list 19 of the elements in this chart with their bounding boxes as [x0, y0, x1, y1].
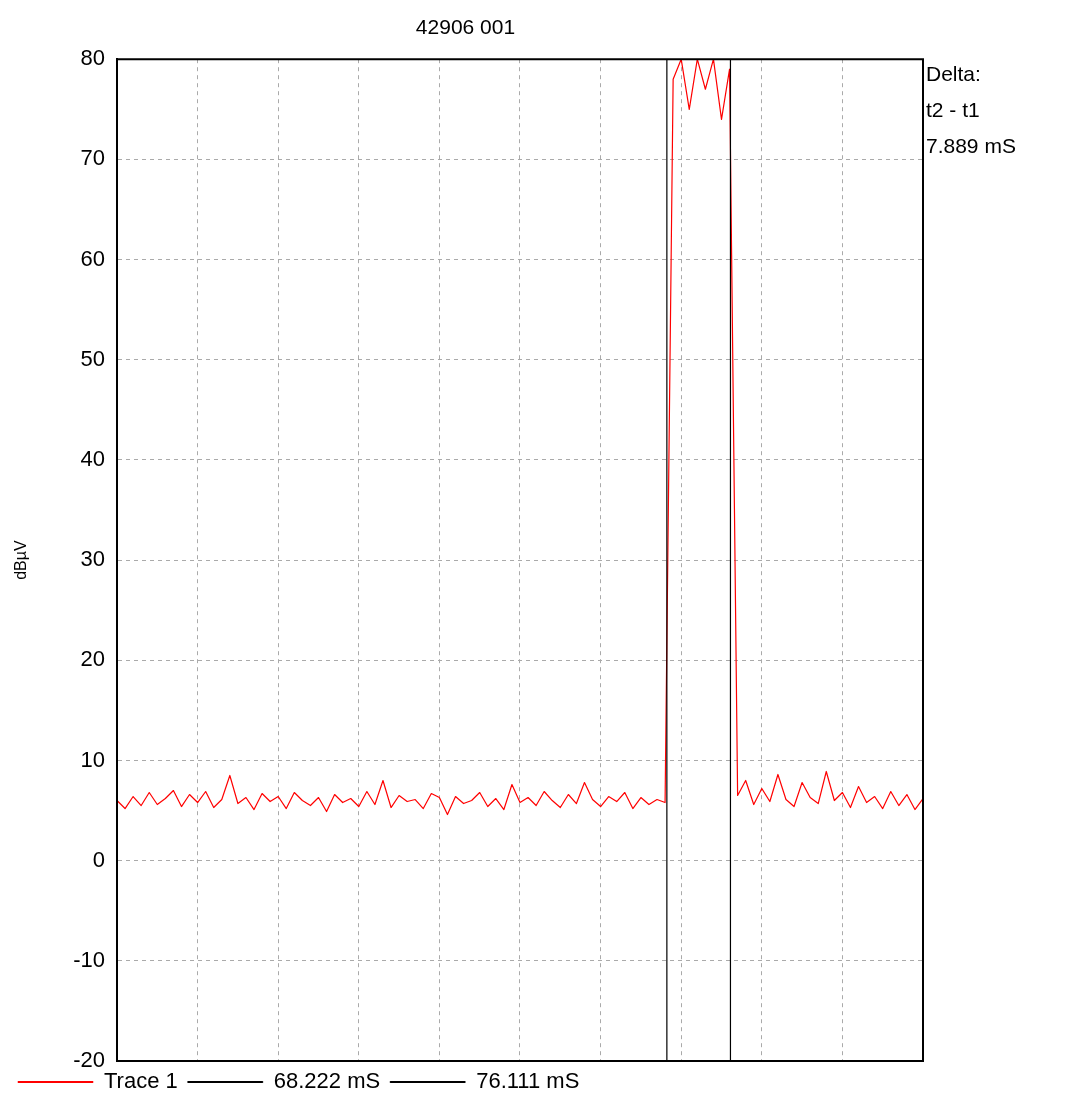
- y-tick-label: 10: [80, 746, 105, 772]
- y-tick-label: 80: [80, 45, 105, 71]
- y-tick-label: 30: [80, 546, 105, 572]
- text: 7.889 mS: [926, 134, 1016, 158]
- y-tick-label: 50: [80, 345, 105, 371]
- y-tick-label: 60: [80, 245, 105, 271]
- chart-title: 42906 001: [415, 15, 516, 39]
- y-tick-label: 40: [80, 445, 105, 471]
- y-axis-title: dBµV: [12, 540, 30, 580]
- legend-label: Trace 1: [104, 1068, 178, 1094]
- text: Delta:: [926, 62, 981, 86]
- text: t2 - t1: [926, 98, 980, 122]
- y-tick-label: 20: [80, 646, 105, 672]
- y-tick-label: -10: [73, 946, 105, 972]
- y-tick-label: -20: [73, 1047, 105, 1073]
- y-tick-label: 0: [92, 846, 105, 872]
- y-tick-label: 70: [80, 145, 105, 171]
- text: 76.111 mS: [476, 1068, 580, 1094]
- text: 68.222 mS: [273, 1068, 381, 1094]
